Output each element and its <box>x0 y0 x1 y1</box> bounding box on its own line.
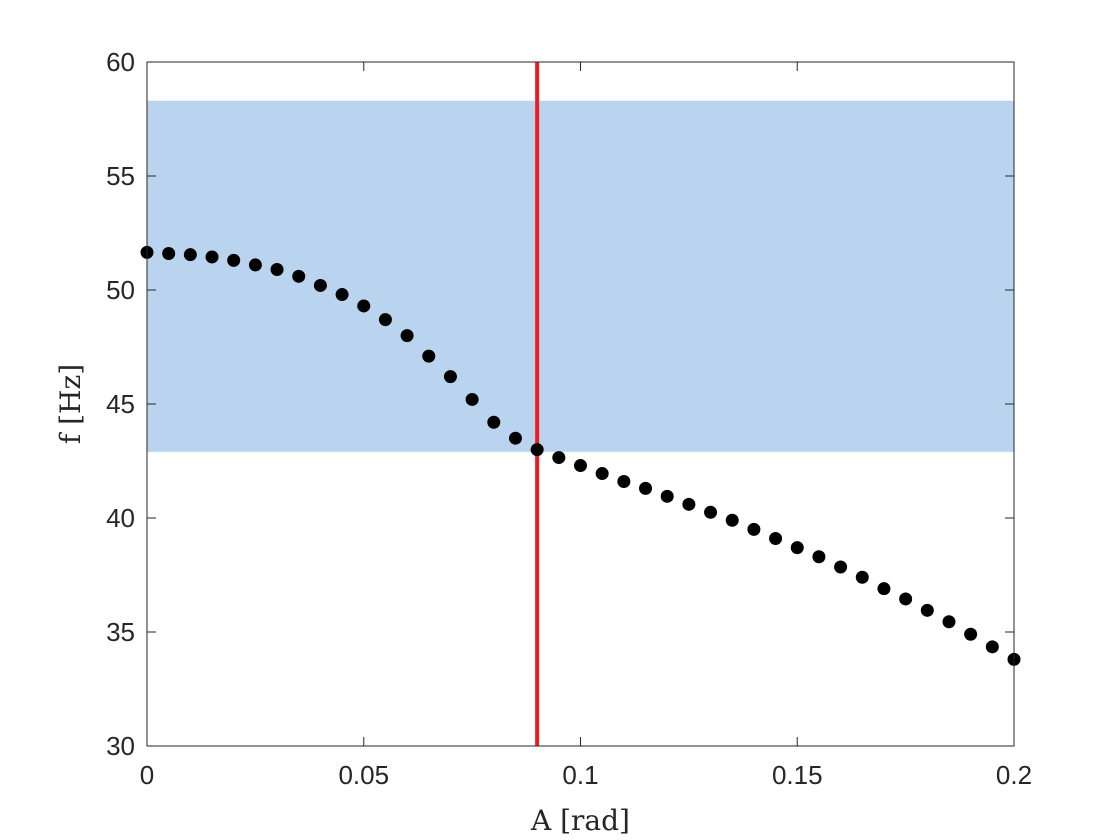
axis-ticks-layer: 0 0.05 0.1 0.15 0.2 30 35 40 45 50 55 60 <box>106 47 1032 790</box>
x-tick-label: 0.2 <box>996 760 1032 790</box>
data-point <box>704 505 718 519</box>
shaded-band-layer <box>147 100 1014 452</box>
data-point <box>205 250 219 264</box>
shaded-band <box>147 100 1014 452</box>
data-point <box>357 299 371 313</box>
data-point <box>877 582 891 596</box>
data-point <box>487 415 501 429</box>
data-point <box>313 278 327 292</box>
data-point <box>465 392 479 406</box>
data-point <box>747 522 761 536</box>
y-axis-label: f [Hz] <box>54 364 87 444</box>
x-tick-label: 0.1 <box>562 760 598 790</box>
x-tick-label: 0 <box>140 760 154 790</box>
data-point <box>530 443 544 457</box>
data-point <box>552 451 566 465</box>
data-point <box>769 532 783 546</box>
data-point <box>855 570 869 584</box>
data-point <box>660 489 674 503</box>
data-point <box>985 640 999 654</box>
data-point <box>595 467 609 481</box>
data-point <box>292 269 306 283</box>
data-point <box>942 615 956 629</box>
y-tick-label: 50 <box>106 275 135 305</box>
y-tick-label: 55 <box>106 161 135 191</box>
data-point <box>834 560 848 574</box>
y-tick-label: 30 <box>106 731 135 761</box>
data-point <box>682 497 696 511</box>
data-point <box>378 313 392 327</box>
data-points-layer <box>140 245 1021 666</box>
data-point <box>639 481 653 495</box>
data-point <box>335 288 349 302</box>
data-point <box>617 475 631 489</box>
data-point <box>227 253 241 267</box>
x-tick-label: 0.15 <box>772 760 823 790</box>
data-point <box>920 603 934 617</box>
data-point <box>422 349 436 363</box>
y-tick-label: 60 <box>106 47 135 77</box>
x-tick-label: 0.05 <box>338 760 389 790</box>
x-axis-label: A [rad] <box>530 804 630 837</box>
data-point <box>162 247 176 261</box>
y-tick-label: 40 <box>106 503 135 533</box>
data-point <box>270 262 284 276</box>
data-point <box>574 459 587 473</box>
data-point <box>790 541 804 555</box>
y-tick-label: 45 <box>106 389 135 419</box>
data-point <box>725 513 739 527</box>
data-point <box>899 592 913 606</box>
y-tick-label: 35 <box>106 617 135 647</box>
data-point <box>248 258 262 272</box>
data-point <box>964 627 978 641</box>
data-point <box>443 370 457 384</box>
data-point <box>183 248 197 262</box>
data-point <box>508 431 522 445</box>
data-point <box>812 550 826 564</box>
data-point <box>400 329 414 343</box>
